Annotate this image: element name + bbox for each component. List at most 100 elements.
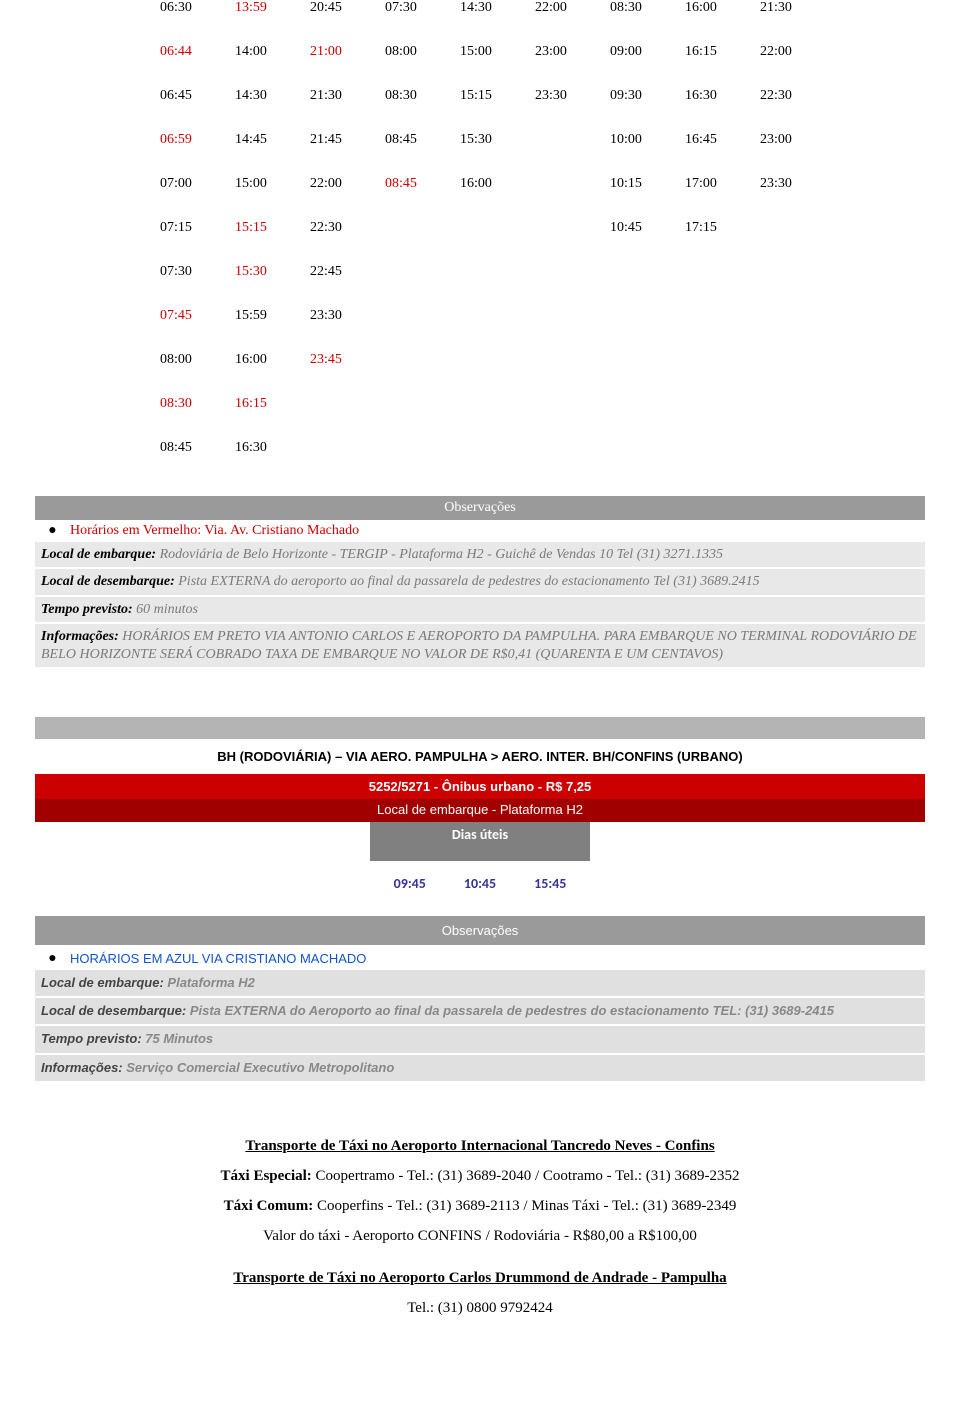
footer: Transporte de Táxi no Aeroporto Internac…	[35, 1131, 925, 1323]
schedule-time	[460, 220, 535, 236]
dias-uteis: Dias úteis	[370, 822, 590, 861]
schedule-time: 23:00	[760, 132, 835, 148]
schedule-time: 23:30	[760, 176, 835, 192]
footer-line-3: Valor do táxi - Aeroporto CONFINS / Rodo…	[35, 1221, 925, 1251]
schedule-time: 17:00	[685, 176, 760, 192]
schedule-time: 08:45	[385, 132, 460, 148]
schedule-time	[760, 220, 835, 236]
schedule-time: 23:30	[310, 308, 385, 324]
footer-line-2: Táxi Comum: Cooperfins - Tel.: (31) 3689…	[35, 1191, 925, 1221]
schedule-time: 08:00	[160, 352, 235, 368]
schedule-time: 08:00	[385, 44, 460, 60]
observations-bar-2: Observações	[35, 916, 925, 945]
schedule-time: 21:30	[760, 0, 835, 16]
schedule-time: 22:45	[310, 264, 385, 280]
schedule-time: 06:45	[160, 88, 235, 104]
schedule-time: 16:30	[685, 88, 760, 104]
obs1-info: Informações: HORÁRIOS EM PRETO VIA ANTON…	[35, 624, 925, 667]
schedule-time: 08:30	[610, 0, 685, 16]
schedule-time: 15:59	[235, 308, 310, 324]
obs2-note: HORÁRIOS EM AZUL VIA CRISTIANO MACHADO	[70, 951, 925, 966]
info-label: Informações:	[41, 1060, 126, 1075]
schedule-time: 13:59	[235, 0, 310, 16]
schedule-time: 14:30	[235, 88, 310, 104]
schedule-row: 07:3015:3022:45	[160, 264, 925, 280]
info-label: Informações:	[41, 629, 122, 644]
route-title: BH (RODOVIÁRIA) – VIA AERO. PAMPULHA > A…	[35, 739, 925, 774]
schedule-time: 15:00	[460, 44, 535, 60]
schedule-time: 22:00	[310, 176, 385, 192]
schedule-time: 08:30	[385, 88, 460, 104]
schedule-time: 16:45	[685, 132, 760, 148]
schedule-row: 08:3016:15	[160, 396, 925, 412]
schedule-time: 15:30	[235, 264, 310, 280]
schedule-row: 06:5914:4521:4508:4515:3010:0016:4523:00	[160, 132, 925, 148]
schedule-time: 15:30	[460, 132, 535, 148]
schedule-row: 06:3013:5920:4507:3014:3022:0008:3016:00…	[160, 0, 925, 16]
footer-label-2: Táxi Comum:	[224, 1198, 317, 1214]
footer-line-1: Táxi Especial: Coopertramo - Tel.: (31) …	[35, 1161, 925, 1191]
tempo-value: 60 minutos	[136, 602, 198, 617]
schedule-time: 17:15	[685, 220, 760, 236]
schedule-time: 23:30	[535, 88, 610, 104]
obs1-note: Horários em Vermelho: Via. Av. Cristiano…	[70, 523, 925, 539]
schedule-time	[535, 220, 610, 236]
obs1-embarque: Local de embarque: Rodoviária de Belo Ho…	[35, 542, 925, 568]
schedule-time: 06:44	[160, 44, 235, 60]
route-block-2: BH (RODOVIÁRIA) – VIA AERO. PAMPULHA > A…	[35, 717, 925, 892]
footer-value-2: Cooperfins - Tel.: (31) 3689-2113 / Mina…	[317, 1198, 736, 1214]
schedule-time: 21:45	[310, 132, 385, 148]
schedule-row: 08:4516:30	[160, 440, 925, 456]
schedule-time: 16:15	[685, 44, 760, 60]
schedule-time: 07:30	[385, 0, 460, 16]
gray-strip	[35, 717, 925, 739]
desembarque-label: Local de desembarque:	[41, 574, 178, 589]
info-value: HORÁRIOS EM PRETO VIA ANTONIO CARLOS E A…	[41, 629, 917, 662]
embarque-label: Local de embarque:	[41, 547, 160, 562]
schedule-row: 07:4515:5923:30	[160, 308, 925, 324]
schedule-row: 07:0015:0022:0008:4516:0010:1517:0023:30	[160, 176, 925, 192]
schedule-time: 10:15	[610, 176, 685, 192]
schedule-time: 16:00	[235, 352, 310, 368]
schedule-time: 06:59	[160, 132, 235, 148]
footer-line-4: Tel.: (31) 0800 9792424	[35, 1293, 925, 1323]
tempo-label: Tempo previsto:	[41, 1031, 145, 1046]
schedule-time: 22:00	[760, 44, 835, 60]
schedule-time: 15:15	[460, 88, 535, 104]
fare-bar: 5252/5271 - Ônibus urbano - R$ 7,25	[35, 774, 925, 799]
observations-bar-1: Observações	[35, 496, 925, 520]
mini-time: 15:45	[534, 875, 566, 892]
schedule-time: 08:30	[160, 396, 235, 412]
schedule-table: 06:3013:5920:4507:3014:3022:0008:3016:00…	[160, 0, 925, 456]
schedule-time: 21:00	[310, 44, 385, 60]
dias-wrap: Dias úteis	[35, 822, 925, 861]
footer-label-1: Táxi Especial:	[221, 1168, 316, 1184]
tempo-label: Tempo previsto:	[41, 602, 136, 617]
schedule-time: 16:15	[235, 396, 310, 412]
schedule-time	[535, 132, 610, 148]
bullet-icon: ●	[35, 951, 70, 968]
schedule-time: 08:45	[385, 176, 460, 192]
embarque-label: Local de embarque:	[41, 975, 167, 990]
schedule-time: 09:30	[610, 88, 685, 104]
obs2-desembarque: Local de desembarque: Pista EXTERNA do A…	[35, 998, 925, 1024]
obs1-note-row: ● Horários em Vermelho: Via. Av. Cristia…	[35, 523, 925, 540]
schedule-time: 22:30	[760, 88, 835, 104]
desembarque-value: Pista EXTERNA do Aeroporto ao final da p…	[190, 1003, 834, 1018]
schedule-time: 08:45	[160, 440, 235, 456]
footer-value-1: Coopertramo - Tel.: (31) 3689-2040 / Coo…	[316, 1168, 740, 1184]
schedule-row: 08:0016:0023:45	[160, 352, 925, 368]
tempo-value: 75 Minutos	[145, 1031, 213, 1046]
schedule-time	[535, 176, 610, 192]
schedule-time: 07:15	[160, 220, 235, 236]
obs2-note-row: ● HORÁRIOS EM AZUL VIA CRISTIANO MACHADO	[35, 951, 925, 968]
schedule-row: 06:4414:0021:0008:0015:0023:0009:0016:15…	[160, 44, 925, 60]
obs1-tempo: Tempo previsto: 60 minutos	[35, 597, 925, 623]
mini-times: 09:4510:4515:45	[35, 875, 925, 892]
schedule-row: 06:4514:3021:3008:3015:1523:3009:3016:30…	[160, 88, 925, 104]
schedule-time: 22:30	[310, 220, 385, 236]
embarque-value: Rodoviária de Belo Horizonte - TERGIP - …	[160, 547, 723, 562]
info-value: Serviço Comercial Executivo Metropolitan…	[126, 1060, 394, 1075]
schedule-row: 07:1515:1522:3010:4517:15	[160, 220, 925, 236]
schedule-time: 10:45	[610, 220, 685, 236]
